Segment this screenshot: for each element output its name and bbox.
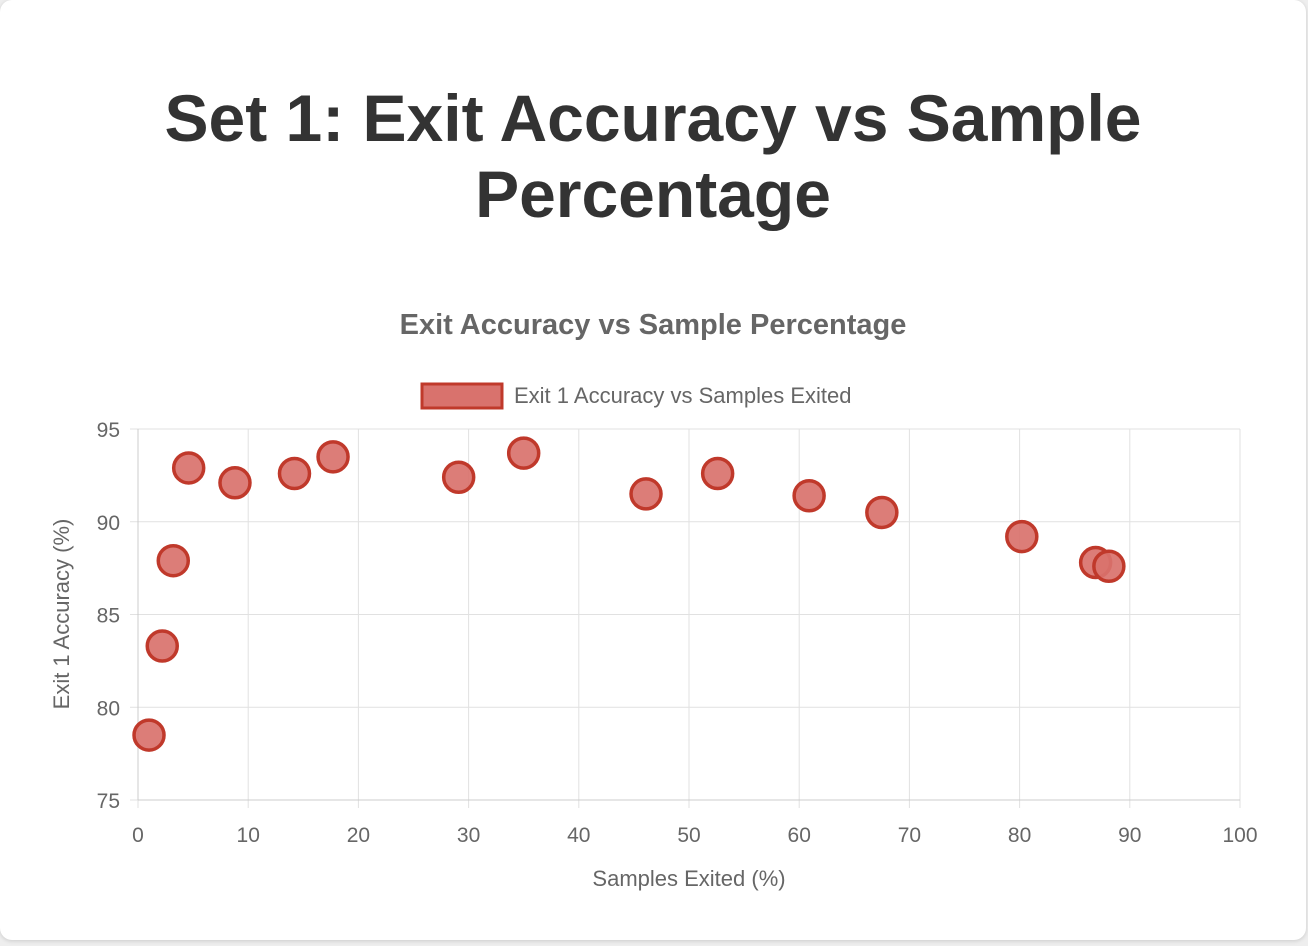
x-tick-label: 60	[788, 824, 811, 847]
x-tick-label: 50	[677, 824, 700, 847]
x-tick-label: 30	[457, 824, 480, 847]
legend-swatch	[420, 382, 504, 410]
scatter-point[interactable]	[145, 629, 179, 663]
scatter-point[interactable]	[1005, 519, 1039, 554]
x-tick-label: 80	[1008, 824, 1031, 847]
scatter-point[interactable]	[865, 495, 899, 530]
y-tick-label: 85	[97, 605, 120, 628]
scatter-point[interactable]	[1092, 549, 1126, 584]
x-tick-label: 100	[1222, 824, 1257, 847]
legend[interactable]: Exit 1 Accuracy vs Samples Exited	[420, 382, 851, 410]
scatter-point[interactable]	[700, 456, 735, 491]
scatter-point[interactable]	[792, 479, 826, 513]
y-tick-label: 90	[97, 512, 120, 535]
y-tick-label: 75	[97, 790, 120, 813]
scatter-point[interactable]	[171, 451, 206, 485]
x-tick-label: 10	[237, 824, 260, 847]
scatter-point[interactable]	[629, 477, 663, 511]
x-tick-label: 90	[1118, 824, 1141, 847]
page-title: Set 1: Exit Accuracy vs Sample Percentag…	[164, 81, 1142, 231]
scatter-point[interactable]	[132, 718, 166, 752]
y-axis-title: Exit 1 Accuracy (%)	[49, 519, 74, 710]
x-tick-label: 20	[347, 824, 370, 847]
scatter-point[interactable]	[218, 466, 252, 500]
x-tick-label: 70	[898, 824, 921, 847]
data-points	[132, 436, 1126, 752]
scatter-point[interactable]	[506, 436, 541, 470]
x-axis-title: Samples Exited (%)	[592, 866, 785, 891]
x-tick-label: 0	[132, 824, 144, 847]
scatter-point[interactable]	[156, 543, 191, 578]
x-tick-label: 40	[567, 824, 590, 847]
scatter-point[interactable]	[441, 460, 476, 494]
y-tick-label: 95	[97, 419, 120, 442]
legend-label: Exit 1 Accuracy vs Samples Exited	[514, 383, 851, 408]
y-tick-label: 80	[97, 697, 120, 720]
scatter-point[interactable]	[316, 440, 350, 474]
chart-title: Exit Accuracy vs Sample Percentage	[400, 309, 907, 341]
axis-ticks: 0 10 20 30 40 50 60 70 80 90 100 75 80 85 90 95	[97, 419, 1258, 847]
scatter-point[interactable]	[277, 456, 312, 491]
